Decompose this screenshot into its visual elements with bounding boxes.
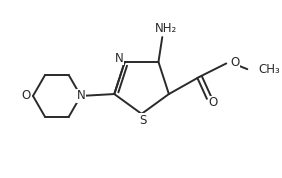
Text: N: N — [76, 90, 85, 103]
Text: NH₂: NH₂ — [155, 22, 177, 35]
Text: N: N — [114, 52, 123, 65]
Text: O: O — [230, 56, 239, 69]
Text: CH₃: CH₃ — [259, 63, 281, 76]
Text: O: O — [22, 90, 31, 103]
Text: S: S — [139, 114, 146, 127]
Text: O: O — [208, 96, 217, 109]
